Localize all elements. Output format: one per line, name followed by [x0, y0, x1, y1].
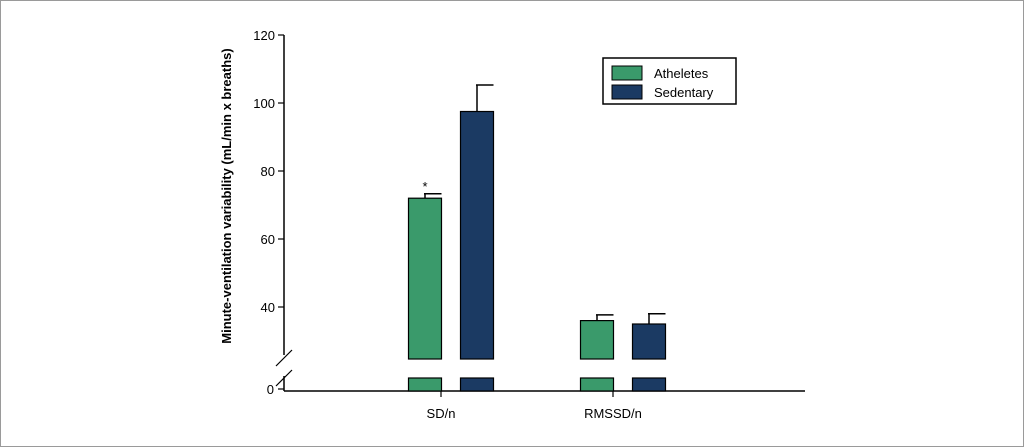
bar-sedentary-0 [459, 110, 495, 360]
significance-asterisk: * [422, 179, 427, 194]
axis-break-mark-lower [275, 369, 293, 387]
legend-swatch [611, 84, 643, 100]
bar-atheletes-0 [407, 197, 443, 360]
y-tick-label: 60 [261, 232, 275, 247]
axes: 40 60 80 100 120 0 [253, 28, 805, 397]
x-tick-label: RMSSD/n [584, 406, 642, 421]
y-tick-label: 80 [261, 164, 275, 179]
bar-stub [459, 377, 495, 392]
axis-break-mark-upper [275, 349, 293, 367]
y-tick-label: 120 [253, 28, 275, 43]
y-tick-label: 40 [261, 300, 275, 315]
y-axis-title: Minute-ventilation variability (mL/min x… [219, 48, 234, 343]
y-tick-label: 100 [253, 96, 275, 111]
legend-label: Atheletes [654, 66, 709, 81]
bar-atheletes-1 [579, 320, 615, 360]
bar-stub [631, 377, 667, 392]
bar-stub [579, 377, 615, 392]
legend: Atheletes Sedentary [602, 57, 737, 105]
legend-label: Sedentary [654, 85, 714, 100]
bars: * [407, 84, 667, 392]
y-tick-label-zero: 0 [267, 382, 274, 397]
bar-stub [407, 377, 443, 392]
x-tick-labels: SD/n RMSSD/n [427, 406, 642, 421]
legend-swatch [611, 65, 643, 81]
bar-sedentary-1 [631, 323, 667, 360]
x-tick-label: SD/n [427, 406, 456, 421]
